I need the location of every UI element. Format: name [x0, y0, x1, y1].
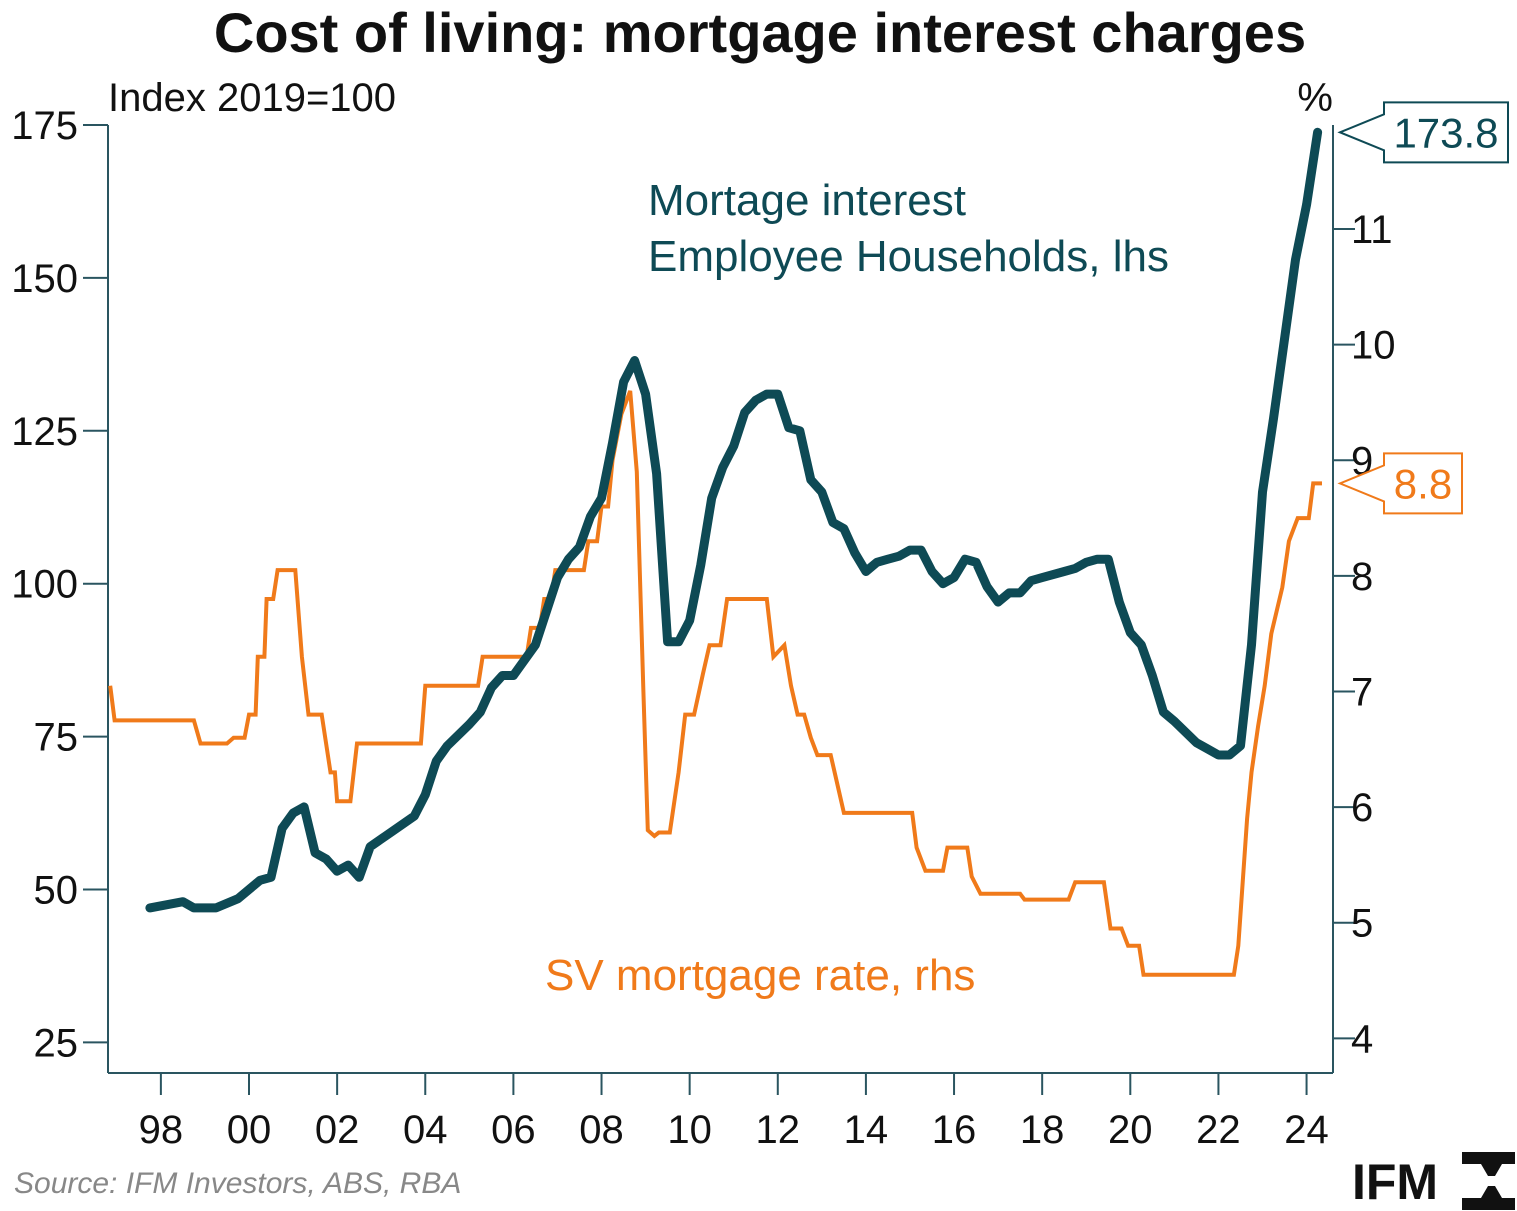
- x-tick-label: 98: [139, 1108, 184, 1152]
- y-right-tick-label: 7: [1351, 670, 1373, 714]
- x-tick-label: 00: [227, 1108, 272, 1152]
- y-right-tick-label: 5: [1351, 902, 1373, 946]
- y-right-tick-label: 4: [1351, 1017, 1373, 1061]
- y-left-tick-label: 175: [11, 104, 78, 148]
- sv-mortgage-rate-callout-box: [1337, 452, 1463, 515]
- x-tick-label: 24: [1284, 1108, 1329, 1152]
- x-tick-label: 04: [403, 1108, 448, 1152]
- series-labels: Mortage interest Employee Households, lhs…: [545, 176, 1169, 1000]
- x-tick-label: 14: [844, 1108, 889, 1152]
- right-axis-unit: %: [1297, 76, 1333, 120]
- x-tick-label: 22: [1196, 1108, 1241, 1152]
- y-left-tick-label: 75: [34, 716, 79, 760]
- left-axis-unit: Index 2019=100: [108, 76, 396, 120]
- x-tick-label: 18: [1020, 1108, 1065, 1152]
- ifm-logo: IFM: [1352, 1152, 1515, 1210]
- y-right-tick-label: 11: [1351, 208, 1393, 252]
- y-left-tick-label: 125: [11, 410, 78, 454]
- series-lines: [108, 127, 1323, 977]
- x-tick-label: 06: [491, 1108, 536, 1152]
- y-left-tick-label: 50: [34, 869, 79, 913]
- sv-mortgage-rate-line: [108, 390, 1322, 977]
- ifm-logo-text: IFM: [1352, 1154, 1438, 1210]
- x-tick-label: 10: [667, 1108, 712, 1152]
- sv-mortgage-rate-label: SV mortgage rate, rhs: [545, 951, 975, 1000]
- mortgage-interest-callout-value: 173.8: [1393, 109, 1498, 156]
- end-value-callouts: 173.8 8.8: [1337, 101, 1509, 515]
- y-left-tick-label: 25: [34, 1021, 79, 1065]
- source-note: Source: IFM Investors, ABS, RBA: [14, 1167, 461, 1200]
- ifm-logo-mark-icon: [1462, 1152, 1515, 1210]
- chart-title: Cost of living: mortgage interest charge…: [214, 1, 1306, 64]
- mortgage-interest-callout-box: [1337, 101, 1509, 164]
- sv-mortgage-rate-callout-value: 8.8: [1394, 460, 1452, 507]
- y-right-tick-label: 6: [1351, 786, 1373, 830]
- mortgage-interest-label: Mortage interest: [648, 176, 966, 225]
- y-left-tick-label: 150: [11, 257, 78, 301]
- x-tick-label: 16: [932, 1108, 977, 1152]
- x-tick-label: 20: [1108, 1108, 1153, 1152]
- y-left-tick-label: 100: [11, 563, 78, 607]
- y-right-tick-label: 10: [1351, 324, 1396, 368]
- y-right-tick-label: 8: [1351, 555, 1373, 599]
- x-tick-label: 12: [756, 1108, 801, 1152]
- x-tick-label: 02: [315, 1108, 360, 1152]
- mortgage-interest-label: Employee Households, lhs: [648, 232, 1169, 281]
- x-tick-label: 08: [579, 1108, 624, 1152]
- mortgage-interest-line: [145, 127, 1323, 913]
